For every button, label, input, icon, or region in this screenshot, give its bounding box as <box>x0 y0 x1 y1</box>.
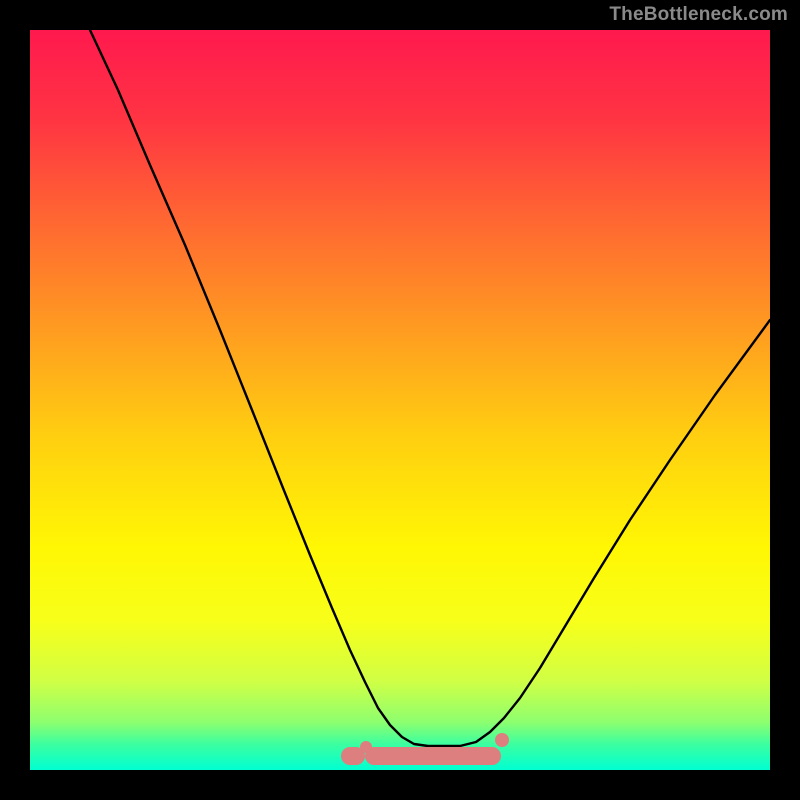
watermark-label: TheBottleneck.com <box>609 4 788 26</box>
chart-svg <box>30 30 770 770</box>
highlight-dot-1 <box>495 733 509 747</box>
plot-area <box>30 30 770 770</box>
highlight-dot-0 <box>360 741 372 753</box>
